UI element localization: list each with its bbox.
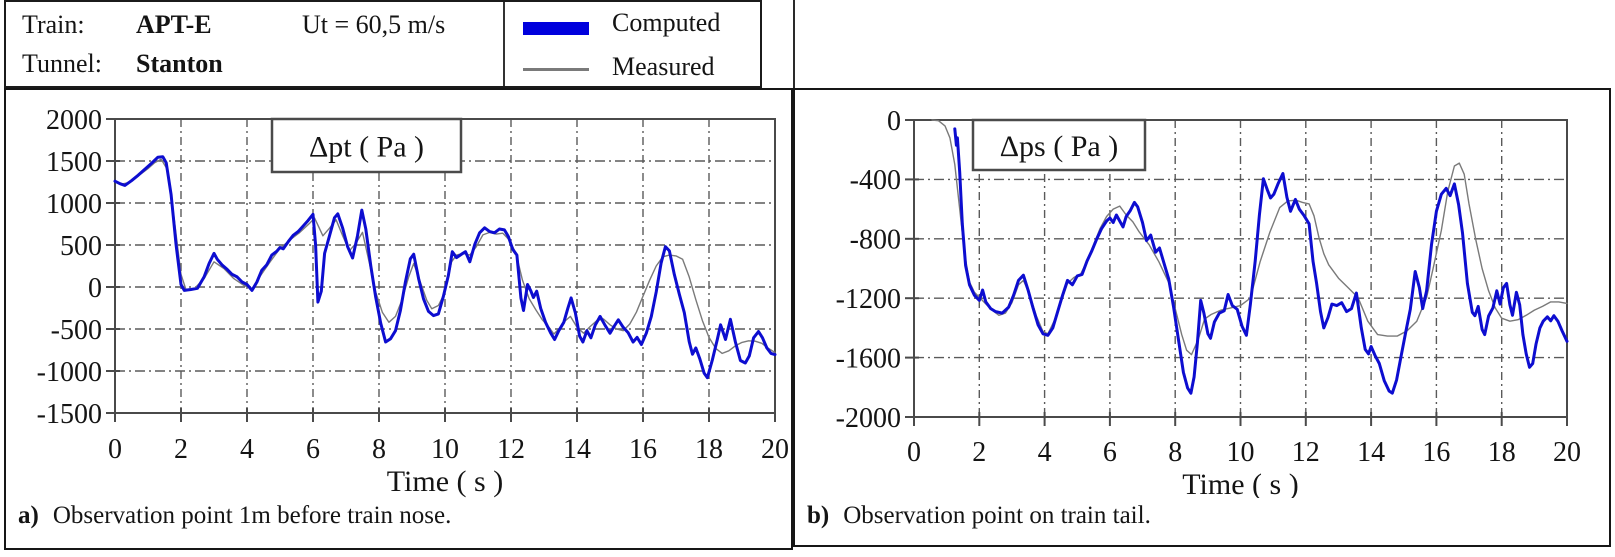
svg-text:-1500: -1500 (37, 399, 102, 430)
svg-text:Time ( s ): Time ( s ) (387, 465, 503, 498)
legend-swatch-computed (523, 22, 589, 35)
svg-text:20: 20 (1553, 437, 1581, 468)
train-speed: Ut = 60,5 m/s (302, 10, 446, 39)
panel-b: 0 -400 -800 -1200 -1600 -2000 0 2 4 6 8 10 12 14 16 18 2… (793, 88, 1611, 547)
panel-divider-line (793, 0, 795, 88)
svg-text:2: 2 (972, 437, 986, 468)
svg-text:18: 18 (1488, 437, 1516, 468)
svg-text:2000: 2000 (46, 105, 102, 136)
legend-line-measured (523, 68, 589, 71)
svg-text:10: 10 (431, 434, 459, 465)
svg-text:0: 0 (887, 106, 901, 137)
caption-a: a) Observation point 1m before train nose… (18, 502, 451, 530)
caption-a-text: Observation point 1m before train nose. (52, 502, 452, 529)
svg-text:-400: -400 (850, 165, 901, 196)
svg-text:12: 12 (1292, 437, 1320, 468)
svg-text:16: 16 (629, 434, 657, 465)
svg-text:-1200: -1200 (836, 284, 901, 315)
legend-label-measured: Measured (612, 52, 715, 81)
svg-text:14: 14 (1357, 437, 1385, 468)
svg-text:10: 10 (1227, 437, 1255, 468)
panel-a: 2000 1500 1000 500 0 -500 -1000 -1500 0 2 4 6 8 10 12 1… (4, 88, 793, 550)
svg-text:-1600: -1600 (836, 343, 901, 374)
svg-text:1500: 1500 (46, 147, 102, 178)
svg-text:6: 6 (306, 434, 320, 465)
svg-text:0: 0 (88, 273, 102, 304)
caption-b: b) Observation point on train tail. (807, 502, 1151, 530)
svg-text:8: 8 (1168, 437, 1182, 468)
svg-text:4: 4 (1038, 437, 1052, 468)
tunnel-value: Stanton (136, 49, 223, 78)
svg-text:500: 500 (60, 231, 102, 262)
svg-text:12: 12 (497, 434, 525, 465)
caption-b-prefix: b) (807, 502, 830, 529)
svg-text:6: 6 (1103, 437, 1117, 468)
legend-label-computed: Computed (612, 8, 721, 37)
svg-text:8: 8 (372, 434, 386, 465)
train-value: APT-E (136, 10, 212, 39)
svg-text:-500: -500 (51, 315, 102, 346)
svg-text:4: 4 (240, 434, 254, 465)
svg-text:16: 16 (1422, 437, 1450, 468)
svg-text:14: 14 (563, 434, 591, 465)
caption-a-prefix: a) (18, 502, 39, 529)
svg-text:-1000: -1000 (37, 357, 102, 388)
legend-divider (503, 2, 505, 86)
svg-text:1000: 1000 (46, 189, 102, 220)
svg-text:0: 0 (108, 434, 122, 465)
caption-b-text: Observation point on train tail. (843, 502, 1151, 529)
svg-text:Δpt ( Pa ): Δpt ( Pa ) (309, 130, 424, 163)
svg-text:2: 2 (174, 434, 188, 465)
svg-text:Δps ( Pa ): Δps ( Pa ) (1000, 130, 1118, 163)
svg-text:0: 0 (907, 437, 921, 468)
header-info-box: Train: APT-E Ut = 60,5 m/s Tunnel: Stant… (4, 0, 762, 88)
train-label: Train: (22, 10, 85, 39)
svg-text:20: 20 (761, 434, 789, 465)
svg-text:-800: -800 (850, 225, 901, 256)
svg-text:Time ( s ): Time ( s ) (1182, 468, 1298, 498)
tunnel-label: Tunnel: (22, 49, 102, 78)
svg-text:18: 18 (695, 434, 723, 465)
svg-text:-2000: -2000 (836, 403, 901, 434)
